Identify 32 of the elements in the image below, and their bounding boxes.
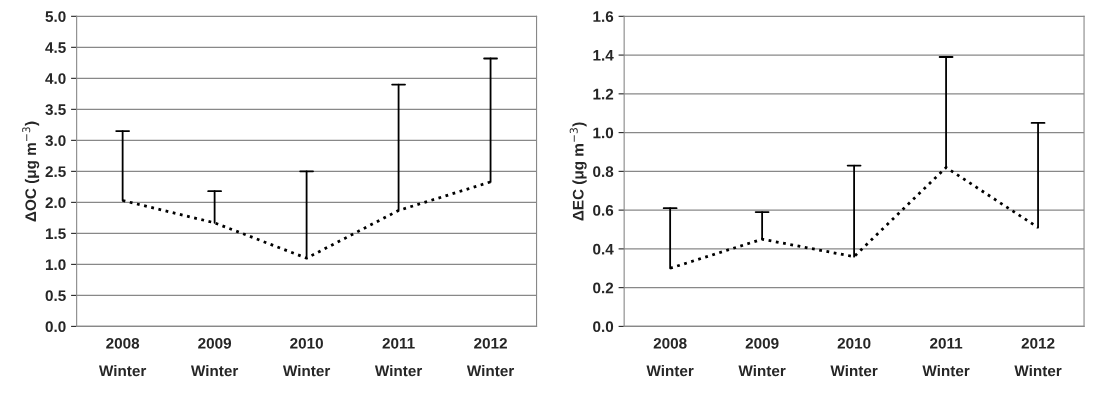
y-tick-label: 3.0 bbox=[45, 135, 66, 147]
y-tick-label: 0.6 bbox=[593, 204, 614, 216]
y-axis-title: ΔOC (μg m$^{−3}$) bbox=[22, 121, 40, 222]
y-tick-label: 2.0 bbox=[45, 197, 66, 209]
x-tick-label: 2008 Winter bbox=[98, 337, 147, 377]
y-tick-label: 1.0 bbox=[45, 259, 66, 271]
y-tick-label: 3.5 bbox=[45, 104, 66, 116]
y-tick-label: 0.8 bbox=[593, 166, 614, 178]
x-tick-label: 2009 Winter bbox=[738, 337, 786, 377]
y-tick-label: 1.0 bbox=[593, 127, 614, 139]
y-tick-label: 4.0 bbox=[45, 73, 66, 85]
y-tick-label: 0.2 bbox=[593, 282, 614, 294]
x-tick-label: 2011 Winter bbox=[922, 337, 970, 377]
y-tick-label: 5.0 bbox=[45, 11, 66, 23]
x-tick-label: 2008 Winter bbox=[646, 337, 694, 377]
y-axis-title: ΔEC (μg m$^{−3}$) bbox=[569, 122, 587, 221]
x-tick-label: 2010 Winter bbox=[830, 337, 878, 377]
y-tick-label: 4.5 bbox=[45, 42, 66, 54]
y-tick-label: 1.6 bbox=[593, 11, 614, 23]
x-tick-label: 2012 Winter bbox=[1014, 337, 1062, 377]
y-tick-label: 1.2 bbox=[593, 88, 614, 100]
y-tick-label: 1.5 bbox=[45, 228, 66, 240]
y-tick-label: 0.0 bbox=[593, 321, 614, 333]
y-tick-label: 2.5 bbox=[45, 166, 66, 178]
y-tick-label: 0.0 bbox=[45, 321, 66, 333]
y-tick-label: 1.4 bbox=[593, 50, 614, 61]
x-tick-label: 2009 Winter bbox=[190, 337, 239, 377]
x-tick-label: 2011 Winter bbox=[374, 337, 423, 377]
y-tick-label: 0.5 bbox=[45, 290, 66, 302]
y-tick-label: 0.4 bbox=[593, 243, 614, 255]
x-tick-label: 2010 Winter bbox=[282, 337, 331, 377]
x-tick-label: 2012 Winter bbox=[466, 337, 515, 377]
